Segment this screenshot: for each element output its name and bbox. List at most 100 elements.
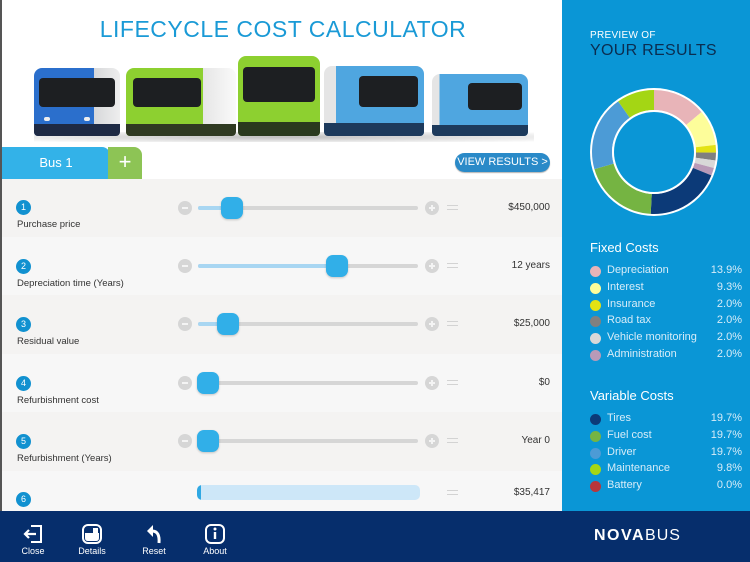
slider-thumb[interactable]	[197, 430, 219, 452]
bus-shadow	[34, 132, 534, 142]
step-number-badge: 3	[16, 317, 31, 332]
donut-segment	[592, 101, 630, 170]
reset-button[interactable]: Reset	[129, 511, 179, 562]
legend-percentage: 19.7%	[710, 445, 742, 458]
novabus-logo: NOVABUS	[594, 527, 681, 544]
legend-color-dot	[590, 266, 601, 277]
legend-item: Maintenance 9.8%	[590, 462, 742, 478]
legend-item: Vehicle monitoring 2.0%	[590, 331, 742, 347]
input-label: Purchase price	[17, 219, 81, 230]
bus-image-lightblue-1	[324, 66, 424, 136]
about-button[interactable]: About	[190, 511, 240, 562]
input-row-6: 6 $35,417	[2, 471, 562, 511]
slider-thumb[interactable]	[221, 197, 243, 219]
slider-fill	[198, 322, 226, 326]
input-row-depreciation-time: 2 Depreciation time (Years) 12 years	[2, 237, 562, 295]
legend-item: Battery 0.0%	[590, 479, 742, 495]
step-number-badge: 2	[16, 259, 31, 274]
donut-segment	[686, 112, 716, 148]
slider-track[interactable]	[198, 322, 418, 326]
input-row-residual-value: 3 Residual value $25,000	[2, 296, 562, 354]
details-label: Details	[78, 546, 106, 556]
step-number-badge: 4	[16, 376, 31, 391]
details-button[interactable]: Details	[67, 511, 117, 562]
legend-item: Fuel cost 19.7%	[590, 429, 742, 445]
bus-image-green-2	[238, 56, 320, 136]
legend-label: Vehicle monitoring	[607, 331, 697, 344]
legend-percentage: 9.3%	[716, 280, 742, 293]
input-label: Residual value	[17, 336, 80, 347]
tab-bus-1[interactable]: Bus 1	[2, 147, 110, 179]
input-row-refurbishment-years: 5 Refurbishment (Years) Year 0	[2, 413, 562, 471]
details-icon	[82, 524, 102, 544]
increment-button[interactable]	[425, 434, 439, 448]
equals-icon	[447, 263, 458, 268]
legend-percentage: 2.0%	[716, 331, 742, 344]
about-icon	[205, 524, 225, 544]
main-panel: LIFECYCLE COST CALCULATOR Bus 1 +	[0, 0, 562, 511]
legend-item: Tires 19.7%	[590, 412, 742, 428]
legend-percentage: 19.7%	[710, 412, 742, 424]
legend-color-dot	[590, 414, 601, 425]
increment-button[interactable]	[425, 201, 439, 215]
legend-percentage: 13.9%	[710, 264, 742, 276]
reset-icon	[147, 525, 161, 544]
donut-segment	[594, 163, 652, 214]
legend-color-dot	[590, 350, 601, 361]
slider-thumb[interactable]	[197, 372, 219, 394]
step-number-badge: 1	[16, 200, 31, 215]
donut-segment	[692, 162, 714, 176]
decrement-button[interactable]	[178, 376, 192, 390]
input-value: Year 0	[521, 435, 550, 446]
donut-segment	[695, 144, 716, 153]
slider-thumb[interactable]	[217, 313, 239, 335]
input-rows: 1 Purchase price $450,000 2 Depreciation…	[2, 179, 562, 511]
legend-percentage: 2.0%	[716, 348, 742, 360]
bus-image-lightblue-2	[432, 74, 528, 136]
legend-color-dot	[590, 447, 601, 459]
bus-lineup-image	[24, 52, 544, 142]
legend-item: Interest 9.3%	[590, 281, 742, 297]
legend-label: Fuel cost	[607, 428, 652, 441]
legend-label: Administration	[607, 348, 677, 360]
input-value: $450,000	[508, 202, 550, 213]
legend-color-dot	[590, 333, 601, 345]
fixed-costs-heading: Fixed Costs	[590, 240, 659, 255]
results-heading: YOUR RESULTS	[590, 42, 717, 59]
decrement-button[interactable]	[178, 317, 192, 331]
bus-image-green-1	[126, 68, 236, 136]
input-value: $25,000	[513, 318, 550, 329]
legend-percentage: 2.0%	[716, 297, 742, 310]
donut-segment	[618, 90, 654, 118]
legend-item: Depreciation 13.9%	[590, 264, 742, 280]
decrement-button[interactable]	[178, 434, 192, 448]
slider-track[interactable]	[198, 381, 418, 385]
input-label: Depreciation time (Years)	[17, 278, 124, 289]
bottom-toolbar: Close Details Reset About	[0, 511, 750, 562]
legend-label: Depreciation	[607, 264, 669, 276]
slider-thumb[interactable]	[326, 255, 348, 277]
legend-label: Battery	[607, 479, 642, 492]
slider-fill	[198, 206, 232, 210]
increment-button[interactable]	[425, 317, 439, 331]
preview-label: PREVIEW OF	[590, 30, 656, 41]
legend-color-dot	[590, 316, 601, 328]
close-button[interactable]: Close	[8, 511, 58, 562]
decrement-button[interactable]	[178, 259, 192, 273]
increment-button[interactable]	[425, 376, 439, 390]
legend-item: Insurance 2.0%	[590, 298, 742, 314]
add-bus-tab-button[interactable]: +	[108, 147, 142, 179]
input-value: $0	[538, 377, 550, 388]
page-title: LIFECYCLE COST CALCULATOR	[99, 16, 467, 42]
decrement-button[interactable]	[178, 201, 192, 215]
view-results-button[interactable]: VIEW RESULTS >	[455, 153, 550, 172]
slider-track[interactable]	[198, 206, 418, 210]
legend-item: Administration 2.0%	[590, 348, 742, 364]
step-number-badge: 6	[16, 492, 31, 507]
slider-track[interactable]	[198, 439, 418, 443]
increment-button[interactable]	[425, 259, 439, 273]
equals-icon	[447, 490, 458, 495]
reset-label: Reset	[142, 546, 166, 556]
legend-percentage: 2.0%	[716, 314, 742, 327]
